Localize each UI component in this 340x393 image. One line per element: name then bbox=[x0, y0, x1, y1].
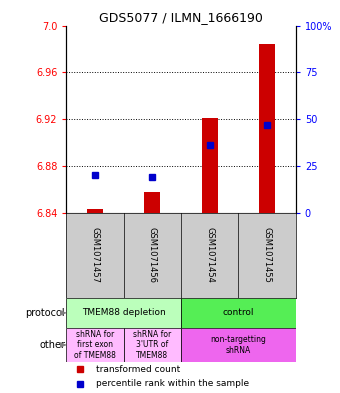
Bar bbox=[259, 44, 275, 213]
Bar bbox=[202, 118, 218, 213]
Bar bbox=[66, 298, 181, 328]
Bar bbox=[124, 328, 181, 362]
Text: shRNA for
first exon
of TMEM88: shRNA for first exon of TMEM88 bbox=[74, 330, 116, 360]
Bar bbox=[181, 298, 296, 328]
Bar bbox=[181, 328, 296, 362]
Text: GSM1071457: GSM1071457 bbox=[90, 228, 100, 283]
Text: GSM1071454: GSM1071454 bbox=[205, 228, 214, 283]
Text: other: other bbox=[39, 340, 65, 350]
Bar bbox=[144, 192, 160, 213]
Text: protocol: protocol bbox=[26, 308, 65, 318]
Bar bbox=[66, 328, 124, 362]
Text: GSM1071455: GSM1071455 bbox=[262, 228, 272, 283]
Text: percentile rank within the sample: percentile rank within the sample bbox=[96, 379, 249, 388]
Title: GDS5077 / ILMN_1666190: GDS5077 / ILMN_1666190 bbox=[99, 11, 263, 24]
Text: control: control bbox=[223, 309, 254, 318]
Text: TMEM88 depletion: TMEM88 depletion bbox=[82, 309, 166, 318]
Text: GSM1071456: GSM1071456 bbox=[148, 228, 157, 283]
Text: non-targetting
shRNA: non-targetting shRNA bbox=[210, 335, 266, 354]
Bar bbox=[87, 209, 103, 213]
Text: transformed count: transformed count bbox=[96, 365, 181, 373]
Text: shRNA for
3'UTR of
TMEM88: shRNA for 3'UTR of TMEM88 bbox=[133, 330, 171, 360]
